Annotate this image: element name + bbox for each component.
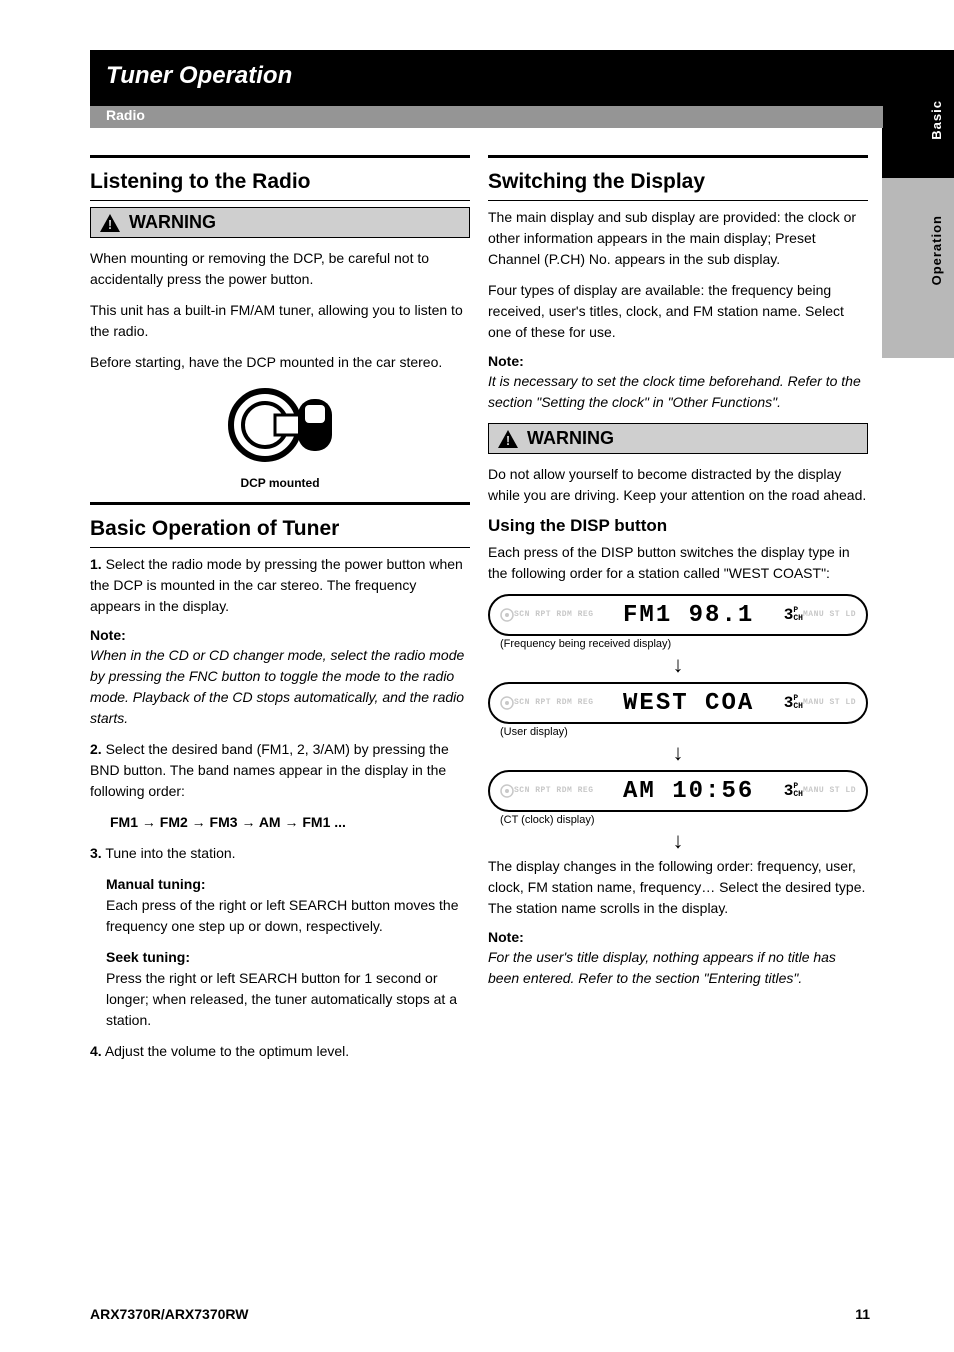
main-sub-text: The main display and sub display are pro… [488,207,868,270]
lcd-display-1: SCN RPT RDM REG FM1 98.1 3 P CH MANU ST … [488,594,868,650]
step-3-text: Tune into the station. [105,845,235,861]
heading-basic-op: Basic Operation of Tuner [90,517,470,541]
step-1-text: Select the radio mode by pressing the po… [90,556,463,614]
note-text: It is necessary to set the clock time be… [488,371,868,413]
note-text-2: For the user's title display, nothing ap… [488,947,868,989]
seek-tuning: Seek tuning: Press the right or left SEA… [90,947,470,1031]
down-arrow-icon: ↓ [488,742,868,764]
lcd-caption-3: (CT (clock) display) [500,814,868,826]
ghost-right: MANU ST LD [803,699,856,708]
lcd-main-2: WEST COA [594,690,784,717]
seek-text: Press the right or left SEARCH button fo… [106,970,457,1028]
heading-disp-button: Using the DISP button [488,516,868,536]
side-tab-label1: Basic [929,100,944,140]
down-arrow-icon: ↓ [488,654,868,676]
warning-body: Do not allow yourself to become distract… [488,464,868,506]
ghost-right: MANU ST LD [803,611,856,620]
manual-tuning: Manual tuning: Each press of the right o… [90,874,470,937]
heading-switching: Switching the Display [488,170,868,194]
step-2-text: Select the desired band (FM1, 2, 3/AM) b… [90,741,449,799]
manual-label: Manual tuning: [106,876,206,892]
step-2: 2. Select the desired band (FM1, 2, 3/AM… [90,739,470,802]
lcd-sub-3: 3 [784,782,794,800]
lcd-pch-3: P CH [793,783,803,799]
note-text: When in the CD or CD changer mode, selec… [90,645,470,729]
note-label: Note: [90,627,470,643]
divider [90,200,470,201]
lcd-pch-1: P CH [793,607,803,623]
divider [488,155,868,158]
lcd-display-3: SCN RPT RDM REG AM 10:56 3 P CH MANU ST … [488,770,868,826]
svg-text:!: ! [108,217,112,232]
step-1: 1. Select the radio mode by pressing the… [90,554,470,617]
disp-button-text: Each press of the DISP button switches t… [488,542,868,584]
lcd-caption-1: (Frequency being received display) [500,638,868,650]
divider [90,502,470,505]
heading-listening: Listening to the Radio [90,170,470,194]
divider [488,200,868,201]
step-2-label: 2. [90,741,102,757]
divider [90,547,470,548]
ghost-left: SCN RPT RDM REG [514,699,594,708]
section-header-subbar [90,106,883,128]
side-tab-label2: Operation [929,215,944,285]
disc-icon [500,696,514,710]
lcd-main-1: FM1 98.1 [594,602,784,629]
svg-text:!: ! [506,433,510,448]
step-4-label: 4. [90,1043,102,1059]
step-1-label: 1. [90,556,102,572]
step-3-label: 3. [90,845,102,861]
ghost-left: SCN RPT RDM REG [514,787,594,796]
ghost-right: MANU ST LD [803,787,856,796]
lcd-main-3: AM 10:56 [594,778,784,805]
four-types-text: The display changes in the following ord… [488,856,868,919]
dcp-icon-caption: DCP mounted [90,476,470,490]
page-footer: ARX7370R/ARX7370RW 11 [90,1306,870,1322]
note-label-2: Note: [488,929,868,945]
warning-label: WARNING [129,212,216,233]
lcd-frame: SCN RPT RDM REG WEST COA 3 P CH MANU ST … [488,682,868,724]
step-4: 4. Adjust the volume to the optimum leve… [90,1041,470,1062]
lcd-frame: SCN RPT RDM REG AM 10:56 3 P CH MANU ST … [488,770,868,812]
ghost-left: SCN RPT RDM REG [514,611,594,620]
lcd-sub-1: 3 [784,606,794,624]
manual-text: Each press of the right or left SEARCH b… [106,897,459,934]
footer-page-number: 11 [855,1306,870,1322]
dcp-mounted-icon [220,385,340,465]
disc-icon [500,608,514,622]
warning-triangle-icon: ! [497,429,519,449]
lcd-caption-2: (User display) [500,726,868,738]
divider [90,155,470,158]
lcd-sub-2: 3 [784,694,794,712]
seek-label: Seek tuning: [106,949,190,965]
warning-body: When mounting or removing the DCP, be ca… [90,248,470,290]
intro-text-2: Before starting, have the DCP mounted in… [90,352,470,373]
section-title: Tuner Operation [106,62,292,90]
lcd-display-2: SCN RPT RDM REG WEST COA 3 P CH MANU ST … [488,682,868,738]
disc-icon [500,784,514,798]
lcd-frame: SCN RPT RDM REG FM1 98.1 3 P CH MANU ST … [488,594,868,636]
lcd-pch-2: P CH [793,695,803,711]
dcp-icon-block [90,385,470,470]
display-types-text: Four types of display are available: the… [488,280,868,343]
left-column: Listening to the Radio ! WARNING When mo… [90,155,470,1072]
note-label: Note: [488,353,868,369]
step-3: 3. Tune into the station. [90,843,470,864]
step-4-text: Adjust the volume to the optimum level. [105,1043,349,1059]
warning-box: ! WARNING [90,207,470,238]
intro-text-1: This unit has a built-in FM/AM tuner, al… [90,300,470,342]
down-arrow-icon: ↓ [488,830,868,852]
warning-label: WARNING [527,428,614,449]
warning-box: ! WARNING [488,423,868,454]
band-order: FM1 → FM2 → FM3 → AM → FM1 ... [90,812,470,833]
section-subtitle: Radio [106,107,145,123]
footer-model: ARX7370R/ARX7370RW [90,1306,248,1322]
right-column: Switching the Display The main display a… [488,155,868,999]
warning-triangle-icon: ! [99,213,121,233]
